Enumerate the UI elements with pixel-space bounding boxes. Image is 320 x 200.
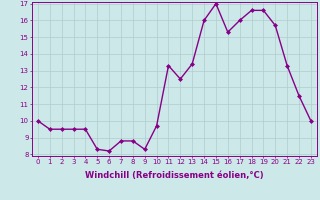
X-axis label: Windchill (Refroidissement éolien,°C): Windchill (Refroidissement éolien,°C) [85, 171, 264, 180]
